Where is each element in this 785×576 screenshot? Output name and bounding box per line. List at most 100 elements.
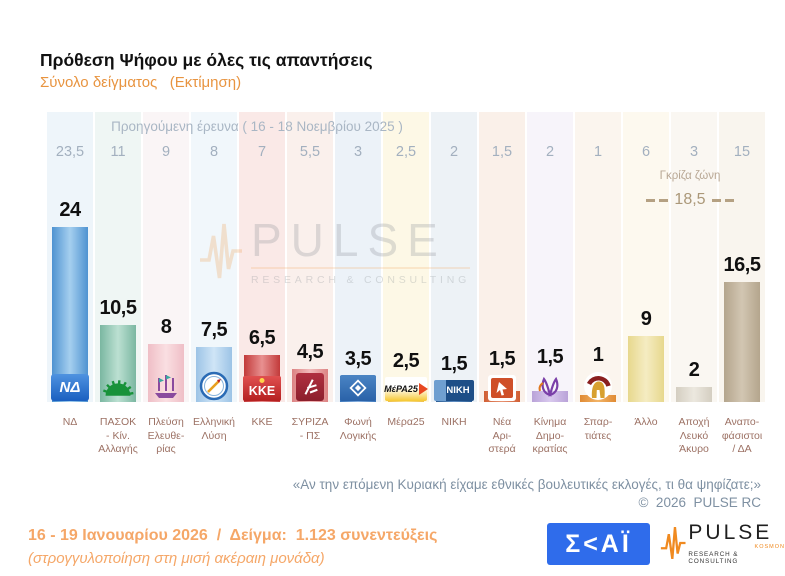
category-label-apochi-leuko-akyro: Αποχή Λευκό Άκυρο xyxy=(678,416,710,456)
party-column-mera25: 2,5 MέPA25 2,5 xyxy=(383,112,429,402)
nea-aristera-logo xyxy=(488,375,516,401)
value-label-syriza-ps: 4,5 xyxy=(296,341,324,363)
party-column-elliniki-lysi: 8 7,5 xyxy=(191,112,237,402)
pulse-logo-kosmon: KOSMON xyxy=(754,543,785,550)
party-column-niki: 2 ΝΙΚΗ 1,5 xyxy=(431,112,477,402)
pasok-sun-icon xyxy=(102,380,134,396)
value-label-nea-aristera: 1,5 xyxy=(488,348,516,370)
party-column-anapofasistoi-da: 15 16,5 xyxy=(719,112,765,402)
previous-value-apochi-leuko-akyro: 3 xyxy=(689,144,699,160)
previous-value-allo: 6 xyxy=(641,144,651,160)
grey-zone-dash-left xyxy=(646,198,669,202)
previous-value-kke: 7 xyxy=(257,144,267,160)
elliniki-lysi-compass-icon xyxy=(199,371,229,401)
bar-nd xyxy=(51,227,89,402)
value-label-spartiates: 1 xyxy=(592,344,604,366)
chart-columns: 23,5 ΝΔ 24 11 10,5 9 8 8 7,5 7 ΚΚΕ 6,5 5,5 4,5 3 3,5 2,5… xyxy=(47,112,765,402)
pulse-logo-name: PULSE xyxy=(688,520,773,544)
elliniki-lysi-logo xyxy=(199,371,229,401)
grey-zone-label: Γκρίζα ζώνη xyxy=(659,170,721,182)
category-label-spartiates: Σπαρ- τιάτες xyxy=(583,416,613,442)
pulse-logo-tagline: RESEARCH & CONSULTING xyxy=(688,550,739,565)
category-label-nea-aristera: Νέα Αρι- στερά xyxy=(488,416,516,456)
plefsi-sailboat-icon xyxy=(155,375,177,398)
previous-value-elliniki-lysi: 8 xyxy=(209,144,219,160)
value-label-foni-logikis: 3,5 xyxy=(344,348,372,370)
foni-logikis-logo-badge xyxy=(340,375,376,401)
pasok-logo xyxy=(100,374,136,401)
grey-zone-dash-right xyxy=(711,198,734,202)
previous-value-syriza-ps: 5,5 xyxy=(299,144,321,160)
grey-zone-value-row: 18,5 xyxy=(617,191,763,209)
nea-aristera-logo-badge xyxy=(488,375,516,401)
value-label-kinima-dimokratias: 1,5 xyxy=(536,346,564,368)
mera25-arrow-icon xyxy=(418,383,428,395)
bar-anapofasistoi-da xyxy=(723,282,761,402)
value-label-elliniki-lysi: 7,5 xyxy=(200,319,228,341)
chart-area: 23,5 ΝΔ 24 11 10,5 9 8 8 7,5 7 ΚΚΕ 6,5 5,5 4,5 3 3,5 2,5… xyxy=(47,112,765,402)
previous-survey-label: Προηγούμενη έρευνα ( 16 - 18 Νοεμβρίου 2… xyxy=(111,119,403,134)
party-column-foni-logikis: 3 3,5 xyxy=(335,112,381,402)
syriza-ps-logo xyxy=(296,373,324,401)
value-label-niki: 1,5 xyxy=(440,353,468,375)
category-label-anapofasistoi-da: Αναπο- φάσιστοι / ΔΑ xyxy=(721,416,763,456)
category-label-mera25: Μέρα25 xyxy=(387,416,425,428)
niki-logo: ΝΙΚΗ xyxy=(434,380,474,401)
previous-value-niki: 2 xyxy=(449,144,459,160)
value-label-nd: 24 xyxy=(59,199,81,221)
plefsi-eleftherias-logo xyxy=(151,373,181,401)
previous-value-pasok: 11 xyxy=(110,144,126,160)
copyright-line: © 2026 PULSE RC xyxy=(638,495,761,510)
previous-value-nea-aristera: 1,5 xyxy=(491,144,513,160)
category-label-kinima-dimokratias: Κίνημα Δημο- κρατίας xyxy=(532,416,568,456)
nd-logo-badge: ΝΔ xyxy=(51,374,89,401)
party-column-nea-aristera: 1,5 1,5 xyxy=(479,112,525,402)
category-label-plefsi-eleftherias: Πλεύση Ελευθε- ρίας xyxy=(147,416,185,456)
fieldwork-info: 16 - 19 Ιανουαρίου 2026 / Δείγμα: 1.123 … xyxy=(28,527,438,544)
spartiates-helmet-icon xyxy=(584,372,612,400)
value-label-kke: 6,5 xyxy=(248,327,276,349)
category-label-nd: ΝΔ xyxy=(62,416,78,428)
previous-value-anapofasistoi-da: 15 xyxy=(733,144,751,160)
previous-value-plefsi-eleftherias: 9 xyxy=(161,144,171,160)
mera25-logo: MέPA25 xyxy=(384,377,428,401)
niki-logo-badge: ΝΙΚΗ xyxy=(434,380,474,401)
party-column-kinima-dimokratias: 2 1,5 xyxy=(527,112,573,402)
rounding-note: (στρογγυλοποίηση στη μισή ακέραιη μονάδα… xyxy=(28,550,325,567)
grey-zone-value: 18,5 xyxy=(674,191,706,208)
previous-value-spartiates: 1 xyxy=(593,144,603,160)
value-label-pasok: 10,5 xyxy=(99,297,137,319)
category-label-elliniki-lysi: Ελληνική Λύση xyxy=(192,416,235,442)
previous-value-mera25: 2,5 xyxy=(395,144,417,160)
spartiates-logo xyxy=(583,371,613,401)
category-labels: ΝΔ ΠΑΣΟΚ - Κίν. Αλλαγής Πλεύση Ελευθε- ρία… xyxy=(47,416,765,457)
pulse-logo-waveform-icon xyxy=(660,527,686,560)
value-label-apochi-leuko-akyro: 2 xyxy=(688,359,700,381)
category-label-niki: ΝΙΚΗ xyxy=(441,416,467,428)
kinima-dimokratias-flower-icon xyxy=(538,376,559,397)
value-label-allo: 9 xyxy=(640,308,652,330)
category-label-foni-logikis: Φωνή Λογικής xyxy=(339,416,377,442)
category-label-kke: ΚΚΕ xyxy=(251,416,273,428)
bar-apochi-leuko-akyro xyxy=(675,387,713,402)
kke-emblem-dot xyxy=(259,378,265,383)
previous-value-nd: 23,5 xyxy=(55,144,85,160)
syriza-logo-badge xyxy=(296,373,324,401)
nd-logo: ΝΔ xyxy=(51,374,89,401)
skai-logo: Σ<ΑΪ xyxy=(547,523,650,565)
previous-value-foni-logikis: 3 xyxy=(353,144,363,160)
category-label-syriza-ps: ΣΥΡΙΖΑ - ΠΣ xyxy=(291,416,329,442)
page-subtitle: Σύνολο δείγματος (Εκτίμηση) xyxy=(40,74,242,91)
foni-logikis-logo xyxy=(340,375,376,401)
kinima-dimokratias-logo xyxy=(534,373,566,401)
bar-allo xyxy=(627,336,665,402)
page-title: Πρόθεση Ψήφου με όλες τις απαντήσεις xyxy=(40,50,373,70)
grey-zone: Γκρίζα ζώνη 18,5 xyxy=(617,170,763,209)
value-label-plefsi-eleftherias: 8 xyxy=(160,316,172,338)
value-label-anapofasistoi-da: 16,5 xyxy=(723,254,761,276)
party-column-nd: 23,5 ΝΔ 24 xyxy=(47,112,93,402)
party-column-kke: 7 ΚΚΕ 6,5 xyxy=(239,112,285,402)
party-column-syriza-ps: 5,5 4,5 xyxy=(287,112,333,402)
